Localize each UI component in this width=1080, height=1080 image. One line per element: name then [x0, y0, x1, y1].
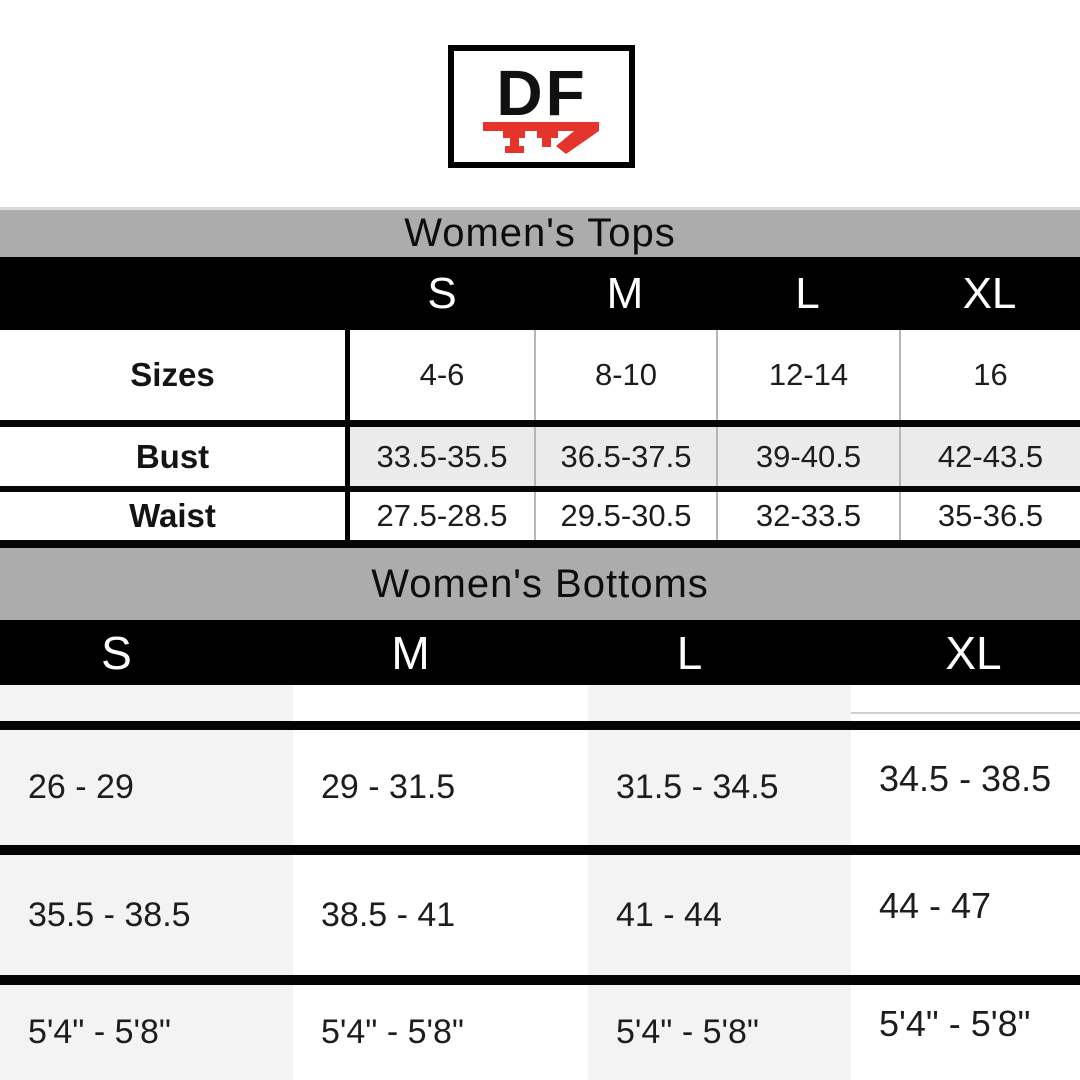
table-cell: 44 - 47 — [851, 855, 1080, 975]
row-label: Bust — [0, 427, 350, 486]
tops-size-header-row: S M L XL — [0, 257, 1080, 330]
table-cell: 41 - 44 — [588, 855, 851, 975]
table-cell: 31.5 - 34.5 — [588, 730, 851, 845]
tops-header-size-s: S — [427, 268, 457, 318]
tops-header-size-m: M — [606, 268, 644, 318]
table-cell: 38.5 - 41 — [293, 855, 588, 975]
spacer-cell — [851, 685, 1080, 721]
bottoms-row-3: 5'4" - 5'8" 5'4" - 5'8" 5'4" - 5'8" 5'4"… — [0, 985, 1080, 1080]
table-cell: 29 - 31.5 — [293, 730, 588, 845]
row-label: Sizes — [0, 330, 350, 420]
table-cell: 8-10 — [534, 330, 716, 420]
table-cell: 35.5 - 38.5 — [0, 855, 293, 975]
table-cell: 5'4" - 5'8" — [588, 985, 851, 1080]
spacer-cell — [0, 685, 293, 721]
tops-row-bust: Bust 33.5-35.5 36.5-37.5 39-40.5 42-43.5 — [0, 427, 1080, 492]
bottoms-row-1: 26 - 29 29 - 31.5 31.5 - 34.5 34.5 - 38.… — [0, 730, 1080, 845]
table-cell: 33.5-35.5 — [350, 427, 534, 486]
table-cell: 42-43.5 — [899, 427, 1080, 486]
table-cell: 32-33.5 — [716, 492, 899, 540]
table-cell: 34.5 - 38.5 — [851, 730, 1080, 845]
brand-logo: DF — [448, 45, 635, 168]
table-cell: 27.5-28.5 — [350, 492, 534, 540]
table-cell: 35-36.5 — [899, 492, 1080, 540]
spacer-cell — [588, 685, 851, 721]
logo-red-mark — [483, 122, 599, 154]
logo-df-text: DF — [496, 57, 587, 129]
bottoms-header-size-s: S — [101, 626, 132, 679]
table-cell: 5'4" - 5'8" — [0, 985, 293, 1080]
tops-header-size-l: L — [795, 268, 820, 318]
table-cell: 26 - 29 — [0, 730, 293, 845]
row-divider — [0, 845, 1080, 855]
table-cell: 12-14 — [716, 330, 899, 420]
bottoms-spacer-row — [0, 685, 1080, 721]
bottoms-title: Women's Bottoms — [371, 561, 709, 606]
tops-row-sizes: Sizes 4-6 8-10 12-14 16 — [0, 330, 1080, 427]
bottoms-row-2: 35.5 - 38.5 38.5 - 41 41 - 44 44 - 47 — [0, 855, 1080, 975]
bottoms-header-size-l: L — [676, 626, 703, 679]
table-cell: 39-40.5 — [716, 427, 899, 486]
table-cell: 29.5-30.5 — [534, 492, 716, 540]
table-cell: 36.5-37.5 — [534, 427, 716, 486]
tops-title: Women's Tops — [404, 211, 676, 255]
tops-header-blank-cell — [0, 257, 350, 330]
bottoms-title-bar: Women's Bottoms — [0, 548, 1080, 620]
row-label: Waist — [0, 492, 350, 540]
bottoms-size-header-row: S M L XL — [0, 620, 1080, 685]
row-divider — [0, 975, 1080, 985]
bottoms-header-size-xl: XL — [945, 626, 1002, 679]
table-cell: 16 — [899, 330, 1080, 420]
table-cell: 4-6 — [350, 330, 534, 420]
row-divider — [0, 721, 1080, 730]
df-logo-graphic: DF — [483, 57, 599, 154]
tops-header-size-xl: XL — [962, 268, 1017, 318]
tops-table: Sizes 4-6 8-10 12-14 16 Bust 33.5-35.5 3… — [0, 330, 1080, 548]
tops-title-bar: Women's Tops — [0, 207, 1080, 257]
bottoms-header-size-m: M — [391, 626, 430, 679]
table-cell: 5'4" - 5'8" — [293, 985, 588, 1080]
tops-row-waist: Waist 27.5-28.5 29.5-30.5 32-33.5 35-36.… — [0, 492, 1080, 548]
spacer-cell — [293, 685, 588, 721]
table-cell: 5'4" - 5'8" — [851, 985, 1080, 1080]
